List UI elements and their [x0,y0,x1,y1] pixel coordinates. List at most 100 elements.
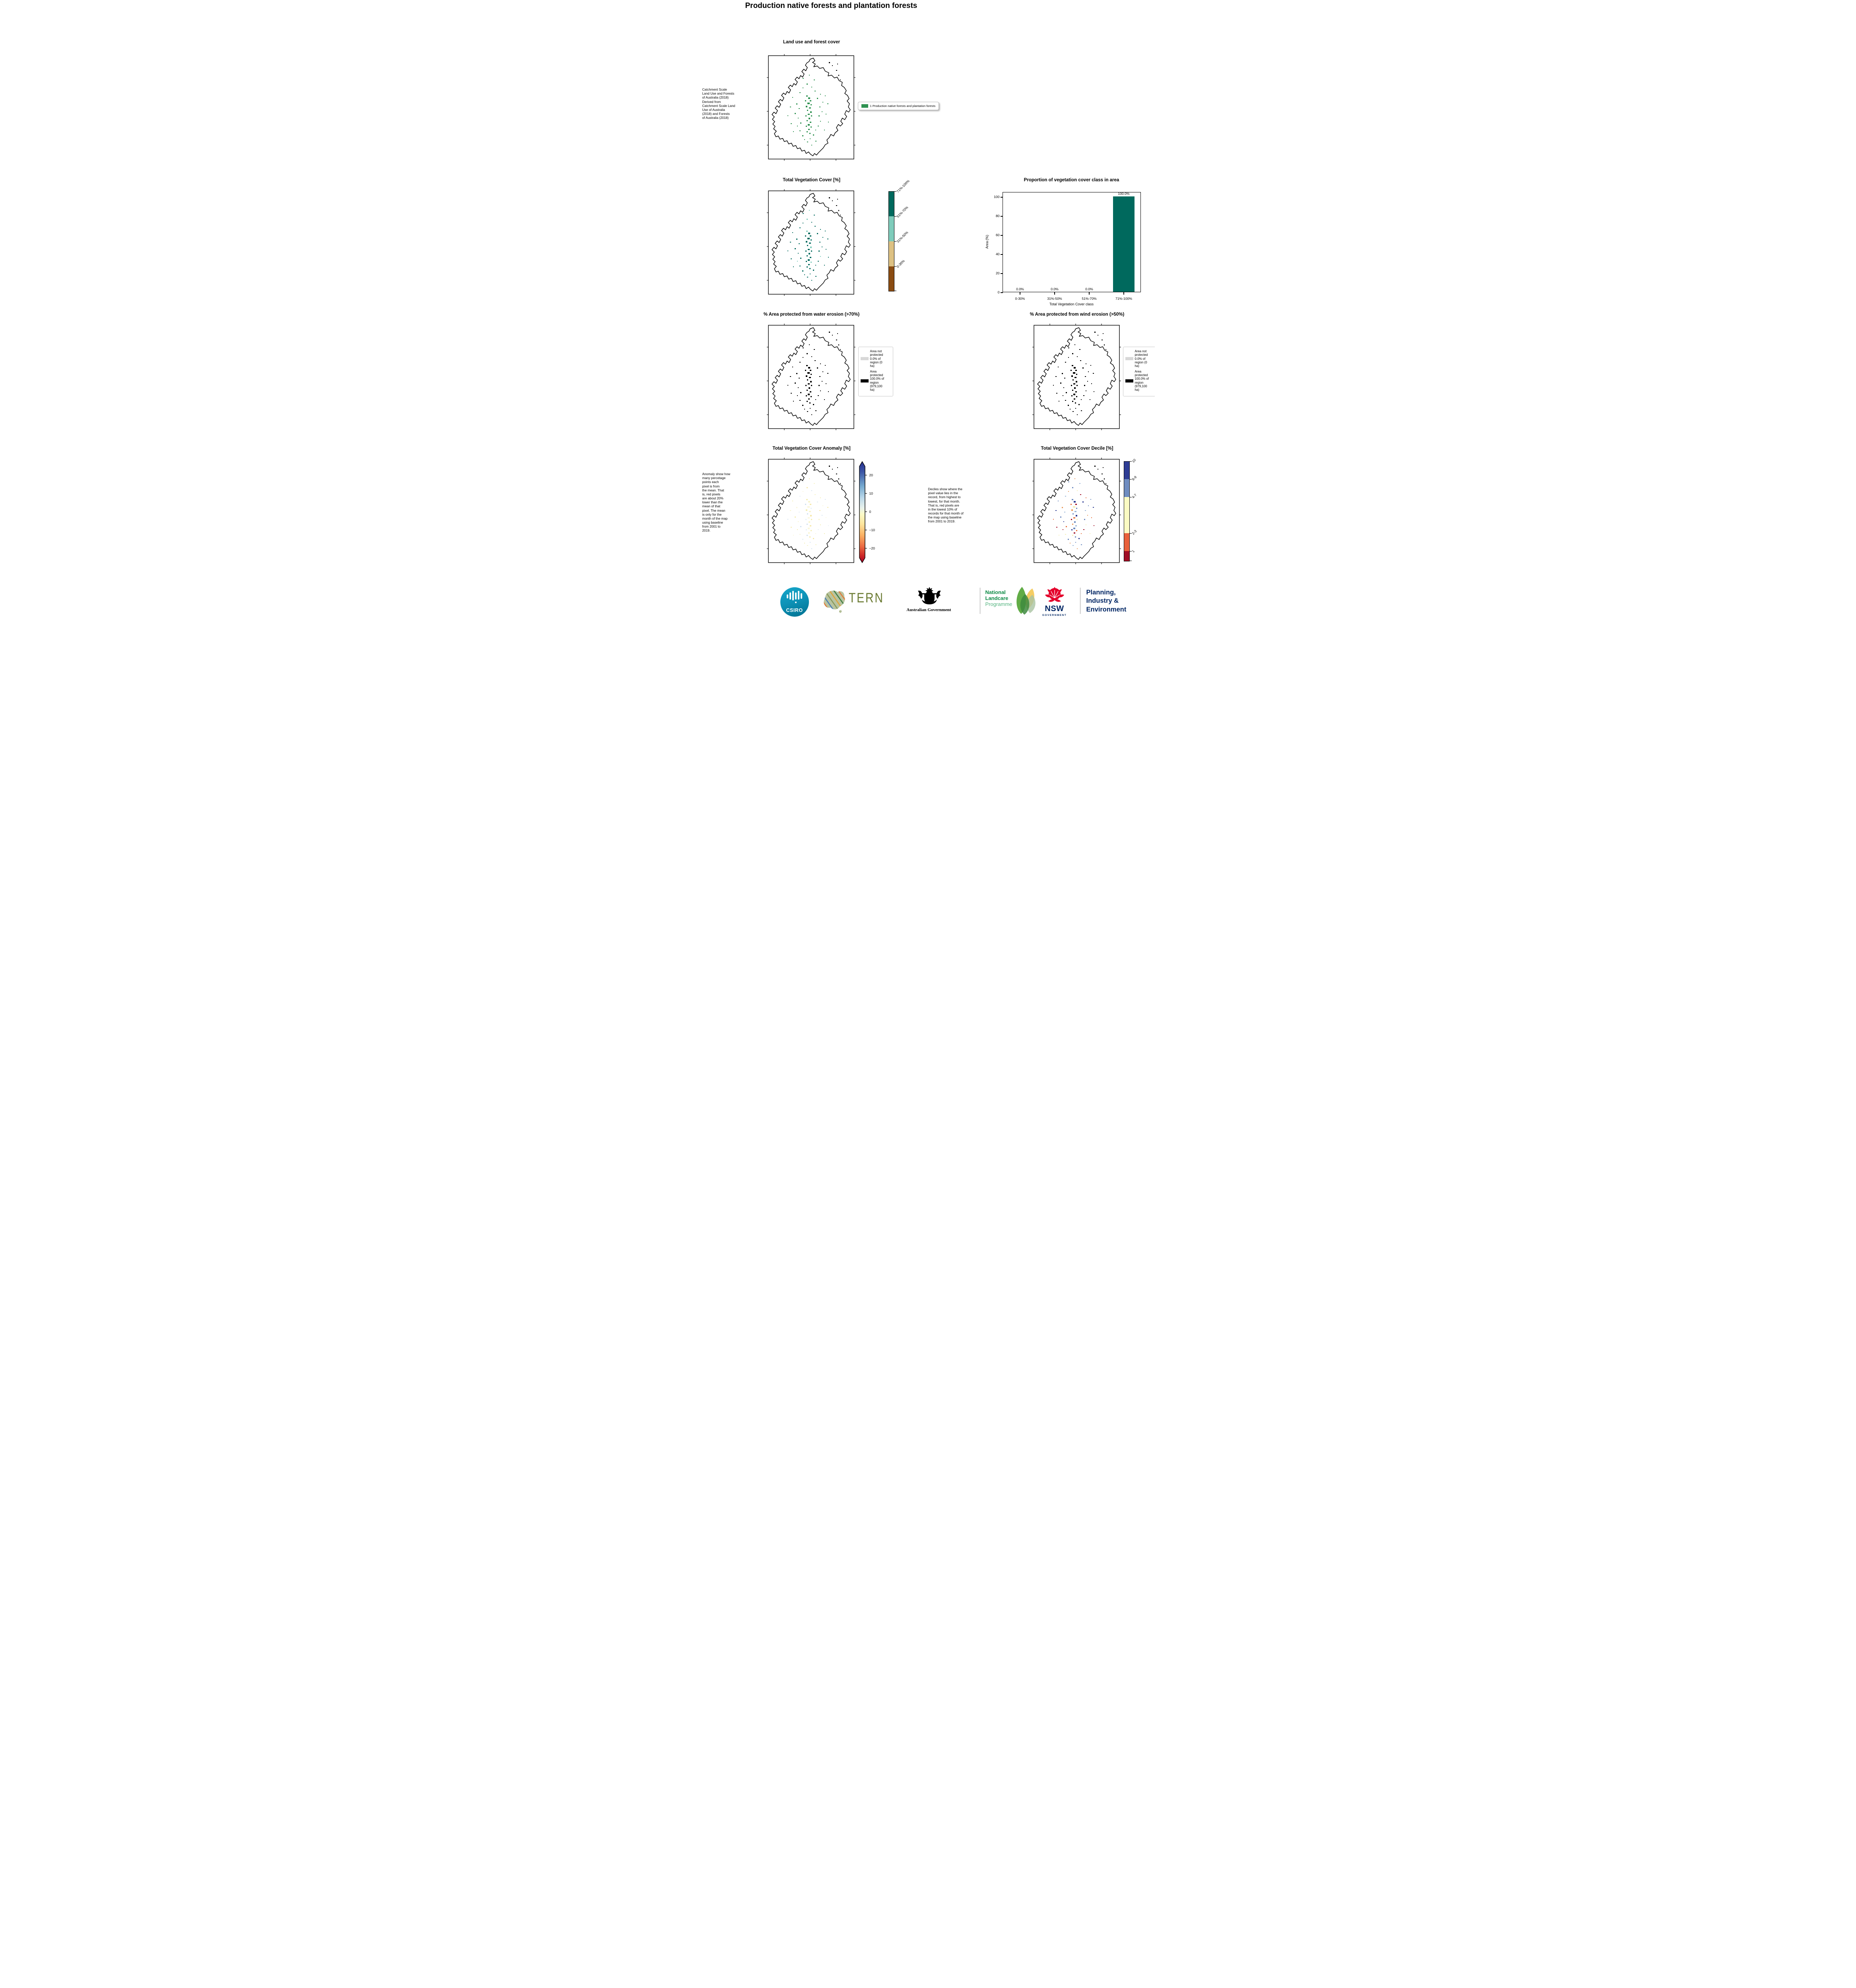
proportion-bar-chart: 0 20 40 60 80 100 0.0% 0-30% 0.0% 31%-50% 0.0% 51%-… [994,192,1141,301]
protected-label: Area protected 100.0% of region (979,100… [1135,369,1149,392]
tvc-cb-label-2: 51%-70% [895,205,909,219]
landcare-line-2: Landcare [985,595,1008,601]
tvc-cb-label-3: 31%-50% [895,230,909,244]
ytick-mark [1000,273,1003,274]
water-erosion-legend: Area not protected 0.0% of region (0 ha)… [858,347,893,396]
anomaly-colorbar: 20 10 0 −10 −20 [859,461,875,563]
report-page: Production native forests and plantation… [701,0,1155,620]
decile-seg-10 [1123,461,1130,479]
anomaly-map [766,457,856,567]
decile-label-4-7: 4-7 [1131,493,1137,499]
tern-australia-icon [823,590,845,613]
land-use-legend: 1 Production native forests and plantati… [857,102,939,110]
anomaly-tick-0: 0 [869,510,871,514]
decile-title: Total Vegetation Cover Decile [%] [1041,446,1113,451]
landcare-leaves-icon [1016,587,1036,615]
nsw-wordmark: NSW [1045,604,1064,613]
landcare-line-1: National [985,589,1006,595]
nsw-government-logo: NSW GOVERNMENT [1039,586,1071,617]
forest-legend-label: 1 Production native forests and plantati… [870,104,936,108]
tvc-map [766,188,856,299]
decile-seg-4-7 [1123,497,1130,533]
proportion-chart-ylabel: Area (%) [985,235,989,249]
decile-label-10: 10 [1131,458,1136,464]
tvc-colorbar-seg-3 [888,241,894,266]
protected-swatch [1125,379,1133,382]
anomaly-tick-10: 10 [869,491,873,495]
protected-label: Area protected 100.0% of region (979,100… [870,369,884,392]
wind-erosion-legend: Area not protected 0.0% of region (0 ha)… [1123,347,1155,396]
xtick-label: 31%-50% [1047,297,1062,301]
bar-71%-100% [1113,196,1135,292]
land-use-title: Land use and forest cover [783,40,840,45]
xtick-label: 71%-100% [1115,297,1133,301]
decile-map [1032,457,1122,567]
australian-government-wordmark: Australian Government [906,608,951,612]
xtick-label: 0-30% [1015,297,1025,301]
legend-entry: Area not protected 0.0% of region (0 ha) [1125,349,1155,368]
tvc-colorbar-seg-2 [888,216,894,241]
tvc-colorbar-seg-4 [888,266,894,291]
anomaly-tick-m20: −20 [869,546,875,550]
vlabel: 0.0% [1051,287,1059,291]
legend-entry: Area protected 100.0% of region (979,100… [1125,370,1155,392]
anomaly-tick-m10: −10 [869,528,875,532]
land-use-side-note: Catchment Scale Land Use and Forests of … [702,88,735,120]
ytick-label: 60 [995,233,1000,237]
anomaly-colorbar-gradient [859,461,867,563]
planning-line-3: Environment [1086,606,1127,613]
tvc-colorbar: 71%-100% 51%-70% 31%-50% 0-30% [888,179,910,291]
australian-government-crest-icon [917,587,941,604]
landcare-line-3: Programme [985,601,1012,607]
tvc-colorbar-seg-1 [888,191,894,216]
land-use-map [766,53,856,163]
tvc-cb-label-1: 71%-100% [895,179,910,194]
planning-line-2: Industry & [1086,597,1119,605]
water-erosion-title: % Area protected from water erosion (>70… [763,312,860,317]
vlabel: 100.0% [1118,192,1130,196]
decile-label-8-9: 8-9 [1131,475,1137,481]
decile-seg-8-9 [1123,479,1130,497]
ytick-label: 0 [997,290,1000,294]
tern-logo: TERN [821,588,882,616]
csiro-ellipse: CSIRO [780,587,809,617]
decile-colorbar: 10 8-9 4-7 2-3 1 [1123,458,1137,561]
xtick-mark [1123,292,1124,295]
tern-wordmark: TERN [848,590,884,606]
decile-label-1: 1 [1131,549,1135,553]
anomaly-tick-20: 20 [869,473,873,477]
anomaly-side-note: Anomaly show how many percetage points e… [702,472,731,533]
csiro-wordmark: CSIRO [786,608,803,613]
not-protected-swatch [1125,357,1133,361]
ytick-mark [1000,292,1003,293]
proportion-chart-xlabel: Total Vegetation Cover class [1049,302,1094,306]
decile-seg-1 [1123,551,1130,561]
wind-erosion-title: % Area protected from wind erosion (>50%… [1030,312,1125,317]
decile-label-2-3: 2-3 [1131,529,1137,536]
legend-entry: Area not protected 0.0% of region (0 ha) [860,349,891,368]
planning-line-1: Planning, [1086,589,1116,596]
wind-erosion-map [1032,323,1122,433]
ytick-label: 80 [995,214,1000,218]
ytick-label: 40 [995,252,1000,256]
decile-seg-2-3 [1123,533,1130,551]
page-title: Production native forests and plantation… [745,2,917,10]
australian-government-logo: Australian Government [906,586,951,612]
forest-legend-swatch [861,104,868,108]
vlabel: 0.0% [1085,287,1093,291]
xtick-mark [1054,292,1055,295]
vlabel: 0.0% [1016,287,1024,291]
water-erosion-map [766,323,856,433]
ytick-label: 100 [994,195,1000,199]
anomaly-title: Total Vegetation Cover Anomaly [%] [772,446,851,451]
decile-side-note: Deciles show where the pixel value lies … [928,487,964,524]
planning-industry-environment-logo: Planning, Industry & Environment [1086,588,1127,614]
national-landcare-logo: National Landcare Programme [985,589,1012,607]
proportion-chart-title: Proportion of vegetation cover class in … [1024,178,1119,182]
csiro-logo: CSIRO [780,587,809,617]
ytick-label: 20 [995,271,1000,275]
nsw-government-text: GOVERNMENT [1042,614,1067,617]
tvc-title: Total Vegetation Cover [%] [783,178,840,182]
not-protected-swatch [860,357,869,361]
not-protected-label: Area not protected 0.0% of region (0 ha) [870,349,883,368]
